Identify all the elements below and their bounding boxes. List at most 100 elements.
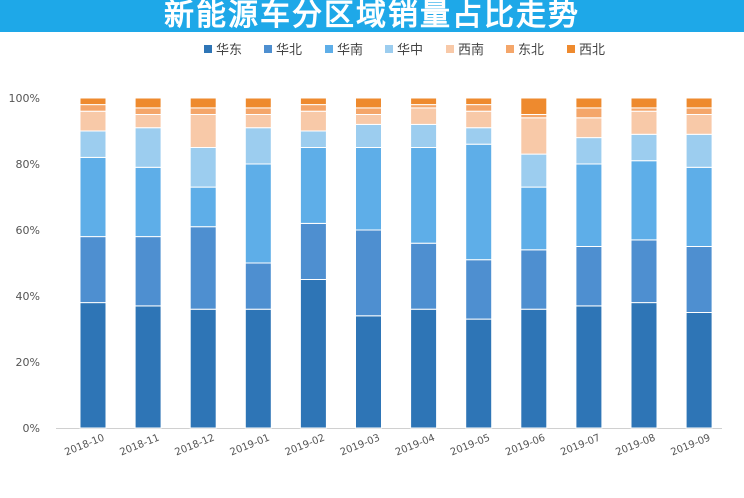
chart-axes: 0% 20% 40% 60% 80% 100% [9, 92, 722, 435]
bar-segment [465, 318, 493, 429]
bar-stack [520, 97, 548, 429]
bar-segment [79, 97, 107, 106]
y-tick-label: 80% [16, 158, 40, 171]
bars [79, 97, 713, 429]
bar-segment [134, 166, 162, 238]
bar-segment [685, 114, 713, 135]
bar-segment [355, 123, 382, 149]
x-tick-label: 2018-11 [118, 433, 161, 459]
bar-segment [575, 117, 603, 139]
bar-segment [465, 259, 493, 320]
bar-segment [630, 160, 658, 241]
bar-segment [244, 114, 272, 129]
bar-segment [355, 229, 382, 317]
bar-segment [465, 110, 493, 129]
x-tick-label: 2019-06 [504, 433, 547, 459]
legend-label: 华中 [397, 43, 423, 58]
bar-segment [244, 127, 272, 165]
bar-stack [355, 97, 382, 429]
bar-segment [244, 262, 272, 310]
bar-segment [79, 130, 107, 158]
y-tick-label: 40% [16, 290, 40, 303]
bar-segment [410, 97, 438, 106]
bar-segment [685, 312, 713, 429]
bar-segment [520, 97, 548, 115]
legend-swatch [567, 45, 575, 53]
y-tick-label: 20% [16, 356, 40, 369]
bar-segment [244, 97, 272, 109]
bar-segment [299, 147, 327, 224]
bar-segment [244, 107, 272, 116]
bar-segment [630, 302, 658, 429]
bar-stack [244, 97, 272, 429]
bar-stack [465, 97, 493, 429]
bar-segment [685, 133, 713, 168]
legend-swatch [506, 45, 514, 53]
bar-stack [410, 97, 438, 429]
bar-segment [575, 107, 603, 119]
bar-segment [575, 305, 603, 429]
legend-item: 华东 [204, 43, 242, 58]
y-tick-label: 100% [9, 92, 40, 105]
bar-stack [299, 97, 327, 429]
legend-swatch [385, 45, 393, 53]
bar-segment [465, 143, 493, 261]
legend-item: 西南 [446, 42, 484, 58]
bar-segment [79, 104, 107, 112]
bar-segment [244, 163, 272, 264]
legend-item: 华南 [325, 42, 363, 58]
bar-segment [410, 242, 438, 310]
bar-segment [134, 127, 162, 168]
bar-segment [630, 110, 658, 135]
bar-segment [134, 114, 162, 129]
bar-segment [134, 305, 162, 429]
legend-swatch [204, 45, 212, 53]
legend-item: 东北 [506, 43, 544, 58]
x-tick-label: 2019-01 [229, 433, 272, 459]
legend-label: 东北 [518, 43, 544, 58]
legend-item: 华北 [264, 43, 302, 58]
bar-segment [685, 107, 713, 116]
x-tick-label: 2018-12 [173, 433, 216, 459]
bar-segment [520, 153, 548, 188]
bar-segment [355, 107, 382, 116]
bar-segment [189, 97, 217, 109]
legend-label: 华南 [337, 42, 363, 58]
bar-segment [520, 249, 548, 310]
bar-segment [410, 147, 438, 244]
bar-segment [244, 308, 272, 429]
legend-label: 西北 [579, 43, 605, 58]
bar-stack [189, 97, 217, 429]
x-tick-label: 2019-02 [284, 433, 327, 459]
bar-segment [299, 104, 327, 112]
bar-segment [299, 110, 327, 132]
bar-segment [299, 130, 327, 148]
bar-segment [189, 107, 217, 116]
bar-segment [575, 163, 603, 247]
title-banner: 新能源车分区域销量占比走势 [0, 0, 744, 33]
bar-segment [685, 97, 713, 109]
bar-segment [134, 236, 162, 307]
legend: 华东 华北 华南 华中 西南 东北 西北 [204, 42, 605, 58]
bar-segment [410, 123, 438, 149]
bar-segment [299, 279, 327, 429]
bar-segment [355, 97, 382, 109]
legend-label: 华东 [216, 43, 242, 58]
x-tick-label: 2019-09 [669, 433, 712, 459]
bar-segment [520, 117, 548, 155]
bar-segment [189, 147, 217, 188]
x-tick-label: 2018-10 [63, 433, 106, 459]
stacked-bar-chart: 华东 华北 华南 华中 西南 东北 西北 0% 20% 40% 60% 80% 100% 2018-1… [9, 42, 722, 459]
bar-segment [410, 107, 438, 125]
legend-label: 西南 [458, 42, 484, 58]
bar-segment [189, 186, 217, 228]
bar-stack [630, 97, 658, 429]
bar-segment [79, 236, 107, 304]
bar-segment [575, 137, 603, 165]
bar-segment [189, 114, 217, 148]
bar-segment [355, 315, 382, 429]
bar-segment [189, 226, 217, 310]
bar-segment [410, 308, 438, 429]
bar-stack [685, 97, 713, 429]
bar-segment [79, 110, 107, 132]
